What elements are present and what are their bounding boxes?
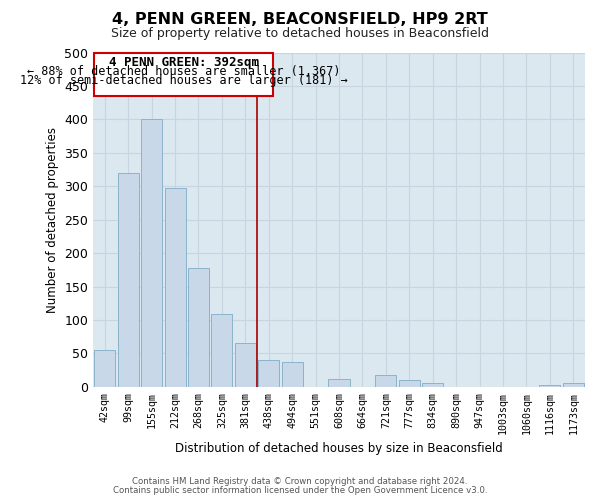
Text: Contains public sector information licensed under the Open Government Licence v3: Contains public sector information licen…	[113, 486, 487, 495]
Bar	[188, 268, 209, 387]
Text: 4 PENN GREEN: 392sqm: 4 PENN GREEN: 392sqm	[109, 56, 259, 69]
Bar	[118, 173, 139, 387]
Bar	[328, 379, 350, 387]
Y-axis label: Number of detached properties: Number of detached properties	[46, 126, 59, 312]
Bar	[422, 384, 443, 387]
Text: 4, PENN GREEN, BEACONSFIELD, HP9 2RT: 4, PENN GREEN, BEACONSFIELD, HP9 2RT	[112, 12, 488, 26]
Bar	[94, 350, 115, 387]
Bar	[141, 120, 162, 387]
Bar	[281, 362, 303, 387]
Bar	[235, 344, 256, 387]
Text: Contains HM Land Registry data © Crown copyright and database right 2024.: Contains HM Land Registry data © Crown c…	[132, 477, 468, 486]
Bar	[258, 360, 280, 387]
Bar	[211, 314, 232, 387]
Bar	[164, 188, 185, 387]
Text: 12% of semi-detached houses are larger (181) →: 12% of semi-detached houses are larger (…	[20, 74, 348, 87]
FancyBboxPatch shape	[94, 52, 274, 96]
Text: ← 88% of detached houses are smaller (1,367): ← 88% of detached houses are smaller (1,…	[27, 65, 341, 78]
X-axis label: Distribution of detached houses by size in Beaconsfield: Distribution of detached houses by size …	[175, 442, 503, 455]
Bar	[399, 380, 420, 387]
Bar	[563, 384, 584, 387]
Text: Size of property relative to detached houses in Beaconsfield: Size of property relative to detached ho…	[111, 26, 489, 40]
Bar	[376, 376, 397, 387]
Bar	[539, 386, 560, 387]
